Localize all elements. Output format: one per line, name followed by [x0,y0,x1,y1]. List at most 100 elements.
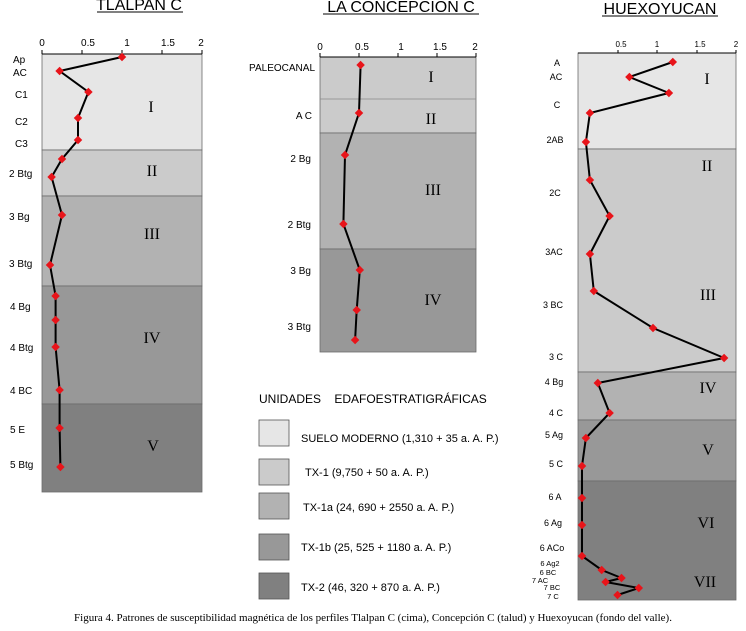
unit-numeral: V [147,438,159,455]
legend-label: TX-1a (24, 690 + 2550 a. A. P.) [303,502,454,514]
tick-label: 0.5 [355,42,369,53]
legend-swatch-tx1b [258,533,290,561]
horizon-label: 2 Bg [290,154,311,165]
data-point [613,590,622,600]
horizon-label: 2C [549,188,561,198]
tick-label: 0.5 [81,38,95,49]
legend-label: TX-2 (46, 320 + 870 a. A. P.) [301,582,440,594]
data-point [589,286,599,296]
horizon-labels: Ap AC C1 C2 C3 2 Btg 3 Bg 3 Btg 4 Bg 4 B… [9,55,33,471]
horizon-label: 4 Btg [10,343,33,354]
horizon-label: 2AB [546,135,563,145]
horizon-label: PALEOCANAL [249,63,315,74]
legend-swatch-suelo [258,419,290,447]
horizon-label: 3 BC [543,300,564,310]
horizon-label: 6 Ag2 [540,559,559,568]
data-point [577,520,587,530]
data-point [55,385,64,395]
horizon-label: 7 C [547,592,559,601]
horizon-label: 7 AC [532,576,549,585]
horizon-label: 3 Btg [288,322,311,333]
horizon-label: 4 Bg [10,302,31,313]
data-point [51,342,60,352]
data-point [47,172,56,182]
unit-numeral: VI [698,515,715,532]
horizon-label: 4 C [549,408,564,418]
unit-numeral: II [702,158,713,175]
unit-band-tx2 [41,403,203,493]
horizon-label: 4 Bg [545,377,564,387]
tick-label: 1 [398,42,404,53]
unit-numeral: I [428,69,433,86]
data-point [339,219,348,229]
horizon-label: C3 [15,139,28,150]
horizon-label: AC [13,68,27,79]
data-point [51,315,60,325]
data-point [581,433,591,443]
series-tlalpan [45,52,127,472]
unit-numerals: I II III IV V [144,99,161,455]
panel-huexoyucan: HUEXOYUCAN 0.5 1 1.5 2 A AC C 2AB 2C 3AC… [532,1,739,601]
tick-label: 0.5 [615,40,627,49]
horizon-label: Ap [13,55,26,66]
legend-label: TX-1b (25, 525 + 1180 a. A. P.) [301,542,451,554]
unit-numeral: VII [694,574,716,591]
data-point [350,335,360,345]
tick-label: 1 [655,40,660,49]
x-ticks [617,50,737,53]
horizon-label: 2 Btg [288,220,311,231]
unit-numeral: II [147,163,158,180]
data-point [352,305,361,315]
horizon-label: 3AC [545,247,563,257]
horizon-label: 3 Bg [9,212,30,223]
unit-band-tx1a [577,371,737,421]
data-point [617,573,626,583]
horizon-label: 6 Ag [544,518,562,528]
data-point [51,291,60,301]
data-point [55,423,64,433]
data-point [73,113,83,123]
data-point [354,108,364,118]
legend-label: SUELO MODERNO (1,310 + 35 a. A. P.) [301,433,499,445]
unit-numeral: IV [425,292,442,309]
data-point [73,135,83,145]
data-point [577,461,587,471]
unit-numeral: III [144,226,160,243]
data-point [117,52,127,62]
horizon-label: 7 BC [544,583,561,592]
tick-label: 1.5 [694,40,706,49]
unit-numerals: I II III IV V VI VII [694,71,717,591]
tick-label: 0 [39,38,45,49]
data-point [45,260,55,270]
unit-band-tx1b [319,248,477,353]
unit-numeral: II [426,111,437,128]
tick-label: 1.5 [161,38,175,49]
unit-band-tx1 [319,56,477,134]
horizon-label: 2 Btg [9,169,32,180]
data-point [605,408,614,418]
series-huexoyucan [577,57,729,600]
data-point [356,60,365,70]
horizon-label: 5 C [549,459,564,469]
tick-label: 1 [124,38,130,49]
horizon-label: A [554,58,560,68]
series-concepcion [339,60,365,345]
data-point [355,265,365,275]
x-ticks [319,53,477,57]
data-point [56,462,65,472]
horizon-label: C2 [15,117,28,128]
data-point [340,150,350,160]
unit-numeral: III [425,182,441,199]
unit-numerals: I II III IV [425,69,442,309]
tick-label: 1.5 [433,42,447,53]
data-point [593,378,603,388]
horizon-labels-small: 6 Ag2 6 BC 7 AC 7 BC 7 C [532,559,561,601]
legend-label: TX-1 (9,750 + 50 a. A. P.) [305,467,429,479]
tick-label: 2 [198,38,204,49]
horizon-label: AC [550,72,563,82]
unit-band-tx1 [577,148,737,373]
legend-swatch-tx2 [258,572,290,600]
unit-band-tx1b [41,285,203,405]
horizon-label: 6 ACo [540,543,565,553]
